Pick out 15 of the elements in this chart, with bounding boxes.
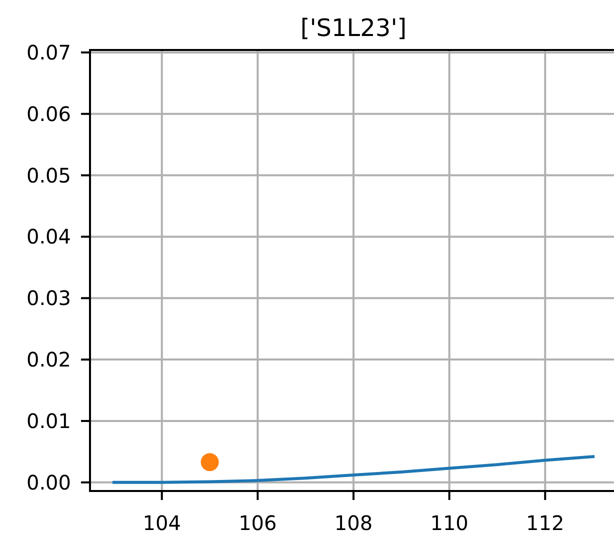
chart-title: ['S1L23'] bbox=[300, 14, 407, 42]
y-tick-label: 0.07 bbox=[26, 40, 71, 64]
y-tick-label: 0.01 bbox=[26, 408, 71, 433]
y-tick-label: 0.04 bbox=[26, 224, 71, 249]
x-tick-label: 112 bbox=[526, 511, 564, 535]
y-tick-label: 0.02 bbox=[26, 348, 71, 372]
line-series bbox=[112, 455, 595, 484]
y-tick-label: 0.06 bbox=[26, 102, 71, 126]
y-tick-label: 0.00 bbox=[26, 470, 71, 494]
x-tick-label: 110 bbox=[430, 511, 468, 535]
x-tick-label: 106 bbox=[238, 511, 277, 535]
y-tick-label: 0.03 bbox=[26, 286, 71, 310]
y-tick-label: 0.05 bbox=[26, 163, 71, 188]
x-tick-label: 104 bbox=[142, 511, 181, 535]
x-tick-label: 108 bbox=[334, 511, 373, 535]
